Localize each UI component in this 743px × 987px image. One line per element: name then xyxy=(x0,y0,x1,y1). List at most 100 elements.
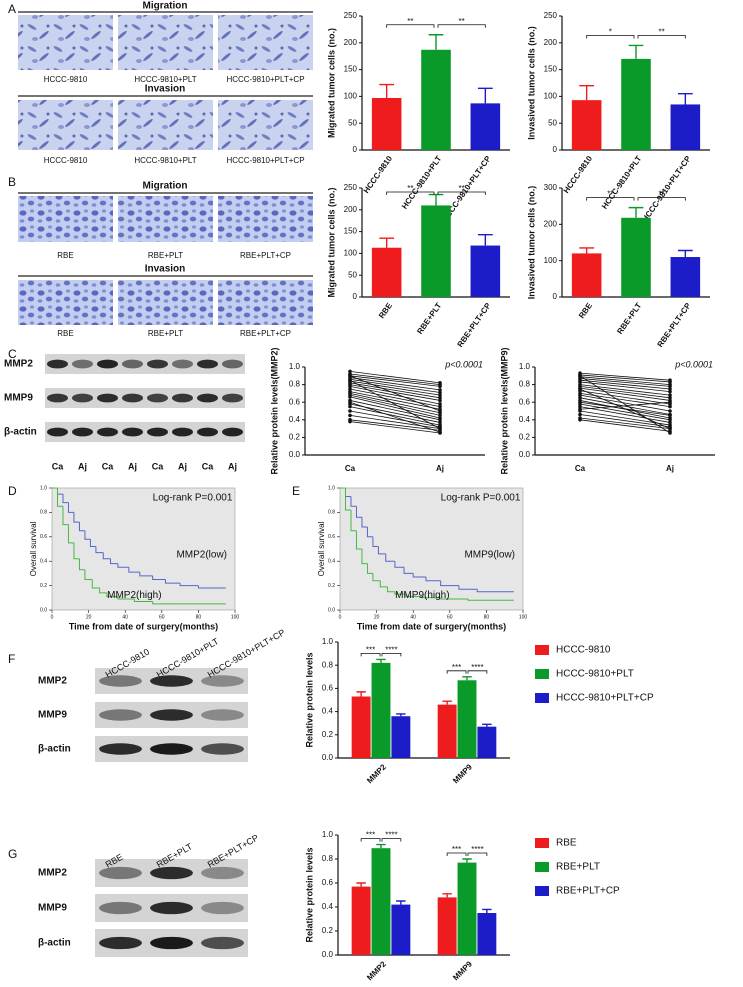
pair-line xyxy=(579,376,671,385)
annotation: Log-rank P=0.001 xyxy=(441,493,521,504)
pair-line xyxy=(579,387,671,401)
lane-label: Ca xyxy=(152,461,164,471)
legend-swatch xyxy=(535,645,549,655)
survival-step xyxy=(366,527,373,538)
error-bar xyxy=(677,249,693,258)
pair-point xyxy=(668,384,672,389)
y-tick-label: 0.0 xyxy=(519,450,531,459)
category-label: MMP9 xyxy=(451,762,474,785)
y-tick-label: 100 xyxy=(344,249,358,258)
y-axis-label: Migrated tumor cells (no.) xyxy=(326,28,336,138)
pair-line xyxy=(349,415,441,429)
survival-step xyxy=(91,579,100,589)
significance-bracket xyxy=(446,670,467,674)
micrograph-caption: HCCC-9810+PLT+CP xyxy=(226,156,304,165)
blot-row-label: β-actin xyxy=(4,427,37,438)
y-tick-label: 0 xyxy=(353,292,358,301)
pair-point xyxy=(668,431,672,435)
significance-bracket xyxy=(360,653,381,657)
pair-line xyxy=(579,406,671,423)
y-tick-label: 1.0 xyxy=(40,485,47,491)
pair-point xyxy=(348,409,352,413)
blot-band xyxy=(97,393,118,403)
pair-line xyxy=(349,406,441,426)
blot-row-label: β-actin xyxy=(38,744,71,755)
survival-step xyxy=(117,596,135,600)
legend-label: RBE+PLT+CP xyxy=(556,886,620,897)
pair-line xyxy=(349,375,441,387)
x-tick-label: 0 xyxy=(51,614,54,620)
y-tick-label: 50 xyxy=(348,270,357,279)
y-tick-label: 0.0 xyxy=(328,607,335,613)
pair-line xyxy=(349,400,441,421)
pair-line xyxy=(579,400,671,419)
y-tick-label: 150 xyxy=(544,65,558,74)
y-tick-label: 50 xyxy=(348,118,357,127)
blot-row-label: β-actin xyxy=(38,938,71,949)
curve-label: MMP9(low) xyxy=(464,550,515,561)
micrograph-caption: HCCC-9810 xyxy=(44,75,88,84)
error-bar xyxy=(428,193,444,206)
micrograph xyxy=(18,196,113,242)
pair-line xyxy=(349,384,441,401)
x-tick-label: 60 xyxy=(447,614,453,620)
y-tick-label: 100 xyxy=(544,92,558,101)
y-tick-label: 0.8 xyxy=(289,380,301,389)
pair-point xyxy=(438,413,442,418)
survival-step xyxy=(440,597,469,600)
annotation: p<0.0001 xyxy=(674,359,713,369)
pair-point xyxy=(438,396,442,400)
x-tick-label: 40 xyxy=(122,614,128,620)
bar xyxy=(437,897,457,955)
y-tick-label: 100 xyxy=(344,92,358,101)
blot-band xyxy=(150,866,193,880)
category-label: HCCC-9810 xyxy=(362,154,395,195)
pair-line xyxy=(579,401,671,410)
pair-point xyxy=(348,400,352,405)
micrograph-caption: HCCC-9810+PLT xyxy=(134,75,196,84)
error-bar xyxy=(396,900,406,905)
micrograph-caption: RBE+PLT+CP xyxy=(240,251,291,260)
survival-step xyxy=(412,573,427,578)
pair-point xyxy=(348,384,352,389)
micrograph-caption: RBE xyxy=(57,251,73,260)
pair-point xyxy=(578,374,582,378)
pair-point xyxy=(668,389,672,394)
bar xyxy=(470,245,501,297)
error-bar xyxy=(482,723,492,727)
y-tick-label: 250 xyxy=(344,11,358,20)
y-tick-label: 0 xyxy=(553,145,558,154)
significance-bracket xyxy=(586,197,635,201)
survival-step xyxy=(197,585,226,589)
survival-step xyxy=(110,558,118,565)
panel-label: D xyxy=(8,484,17,498)
y-axis-label: Relative protein levels xyxy=(304,847,314,942)
pair-point xyxy=(438,388,442,392)
legend-label: HCCC-9810+PLT xyxy=(556,669,634,680)
micrograph-caption: RBE+PLT xyxy=(148,329,183,338)
y-tick-label: 0 xyxy=(353,145,358,154)
survival-step xyxy=(133,599,153,602)
pair-line xyxy=(349,371,441,384)
section-title: Migration xyxy=(143,181,188,192)
survival-step xyxy=(62,506,69,526)
survival-step xyxy=(458,585,478,590)
y-tick-label: 0.8 xyxy=(322,854,334,863)
category-label: Ca xyxy=(345,464,356,473)
pair-point xyxy=(438,404,442,409)
legend-swatch xyxy=(535,669,549,679)
survival-step xyxy=(372,573,381,582)
pair-line xyxy=(579,379,671,390)
annotation: p<0.0001 xyxy=(444,359,483,369)
y-tick-label: 0.6 xyxy=(322,684,334,693)
blot-band xyxy=(147,427,168,437)
pair-point xyxy=(438,398,442,403)
micrograph xyxy=(118,100,213,150)
blot-strip xyxy=(45,388,245,408)
pair-line xyxy=(349,391,441,410)
bar xyxy=(470,103,501,150)
blot-band xyxy=(172,359,193,369)
blot-row-label: MMP9 xyxy=(4,393,33,404)
y-tick-label: 250 xyxy=(344,183,358,192)
